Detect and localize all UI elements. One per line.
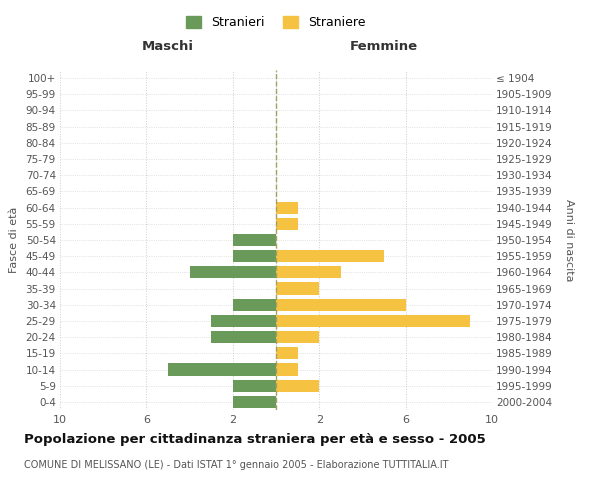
Text: Popolazione per cittadinanza straniera per età e sesso - 2005: Popolazione per cittadinanza straniera p… <box>24 432 486 446</box>
Bar <box>276 298 406 311</box>
Bar <box>276 315 470 327</box>
Legend: Stranieri, Straniere: Stranieri, Straniere <box>181 11 371 34</box>
Text: Femmine: Femmine <box>350 40 418 52</box>
Bar <box>233 396 276 408</box>
Bar <box>276 218 298 230</box>
Bar <box>276 282 319 294</box>
Bar <box>276 348 298 360</box>
Bar <box>276 331 319 343</box>
Y-axis label: Fasce di età: Fasce di età <box>8 207 19 273</box>
Bar <box>233 250 276 262</box>
Bar <box>211 331 276 343</box>
Y-axis label: Anni di nascita: Anni di nascita <box>564 198 574 281</box>
Bar <box>276 266 341 278</box>
Bar <box>233 234 276 246</box>
Bar <box>211 315 276 327</box>
Bar <box>168 364 276 376</box>
Text: Maschi: Maschi <box>142 40 194 52</box>
Bar <box>233 298 276 311</box>
Text: COMUNE DI MELISSANO (LE) - Dati ISTAT 1° gennaio 2005 - Elaborazione TUTTITALIA.: COMUNE DI MELISSANO (LE) - Dati ISTAT 1°… <box>24 460 449 469</box>
Bar <box>190 266 276 278</box>
Bar <box>233 380 276 392</box>
Bar <box>276 202 298 213</box>
Bar <box>276 364 298 376</box>
Bar <box>276 380 319 392</box>
Bar <box>276 250 384 262</box>
